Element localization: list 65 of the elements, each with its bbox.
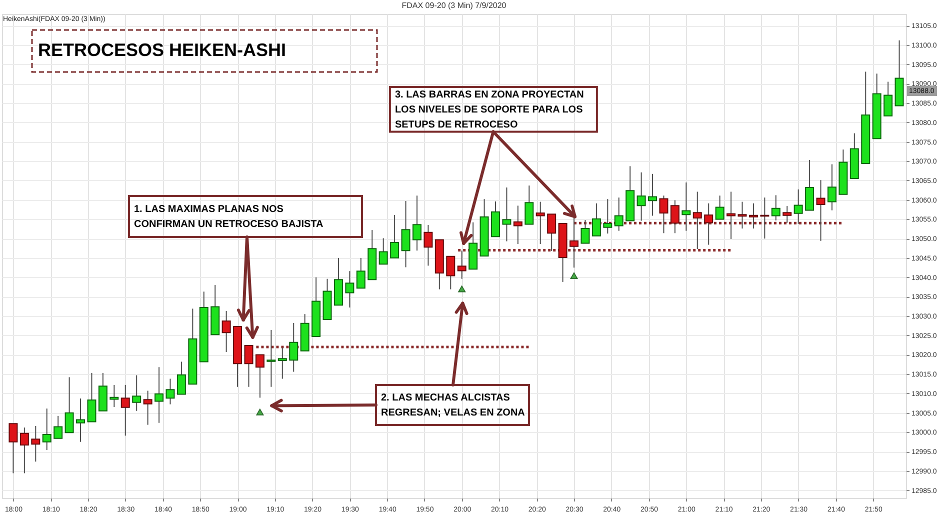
annotation: 2. LAS MECHAS ALCISTAS REGRESAN; VELAS EN ZONA xyxy=(381,392,525,418)
candlestick xyxy=(614,197,624,232)
candlestick xyxy=(771,194,780,221)
candlestick xyxy=(536,201,545,244)
candlestick xyxy=(715,195,724,220)
candlestick xyxy=(603,198,612,234)
candlestick xyxy=(390,214,400,258)
candlestick xyxy=(524,185,534,225)
candlestick xyxy=(648,173,658,216)
candlestick xyxy=(704,202,714,246)
candlestick xyxy=(120,384,130,436)
candlestick xyxy=(748,202,758,230)
candlestick xyxy=(20,427,29,474)
point xyxy=(458,286,466,292)
candlestick xyxy=(31,425,40,462)
candlestick xyxy=(401,200,410,268)
candlestick xyxy=(42,408,52,450)
candlestick xyxy=(64,376,74,434)
candlestick xyxy=(760,197,770,240)
candlestick xyxy=(289,322,298,372)
chart-subtitle: FDAX 09-20 (3 Min) 7/9/2020 xyxy=(402,1,507,10)
candlestick xyxy=(255,354,264,398)
point xyxy=(570,272,578,280)
candlestick xyxy=(446,256,456,290)
candlestick xyxy=(782,206,792,224)
candlestick xyxy=(154,366,164,424)
annotation: 1. LAS MAXIMAS PLANAS NOS CONFIRMAN UN RETROCESO BAJISTA xyxy=(134,204,324,230)
candlestick xyxy=(266,329,276,388)
candlestick xyxy=(816,180,826,242)
candlestick xyxy=(884,81,893,116)
candlestick xyxy=(827,164,836,211)
candlestick xyxy=(513,205,522,244)
candlestick xyxy=(547,214,556,252)
candlestick xyxy=(54,415,63,439)
candlestick xyxy=(659,195,668,234)
candlestick xyxy=(244,344,254,388)
candlestick xyxy=(412,195,422,252)
candlestick xyxy=(356,257,366,289)
candlestick xyxy=(670,200,680,234)
candlestick xyxy=(110,384,119,408)
candlestick xyxy=(378,238,388,265)
candlestick xyxy=(592,202,601,236)
candlestick xyxy=(636,172,646,222)
candlestick xyxy=(132,374,142,412)
candlestick xyxy=(738,201,747,230)
candlestick xyxy=(457,250,466,280)
candlestick xyxy=(143,390,152,426)
candlestick xyxy=(222,310,231,353)
candlestick xyxy=(502,186,512,242)
candlestick xyxy=(424,224,433,266)
candlestick xyxy=(805,159,814,211)
candlestick xyxy=(682,182,691,232)
candlestick xyxy=(87,372,96,422)
candlestick xyxy=(794,188,803,224)
candlestick xyxy=(8,423,18,474)
candlestick xyxy=(76,398,86,442)
text: RETROCESOS HEIKEN-ASHI xyxy=(38,40,286,60)
candlestick xyxy=(345,270,354,308)
annotation: 3. LAS BARRAS EN ZONA PROYECTAN LOS NIVELES DE SOPORTE PARA LOS SETUPS DE RETROCESO xyxy=(394,89,584,130)
candlestick xyxy=(278,347,287,380)
point xyxy=(256,408,264,416)
candlestick xyxy=(166,378,175,405)
candlestick xyxy=(176,361,186,395)
candlestick xyxy=(580,219,590,244)
candlestick xyxy=(692,191,702,250)
